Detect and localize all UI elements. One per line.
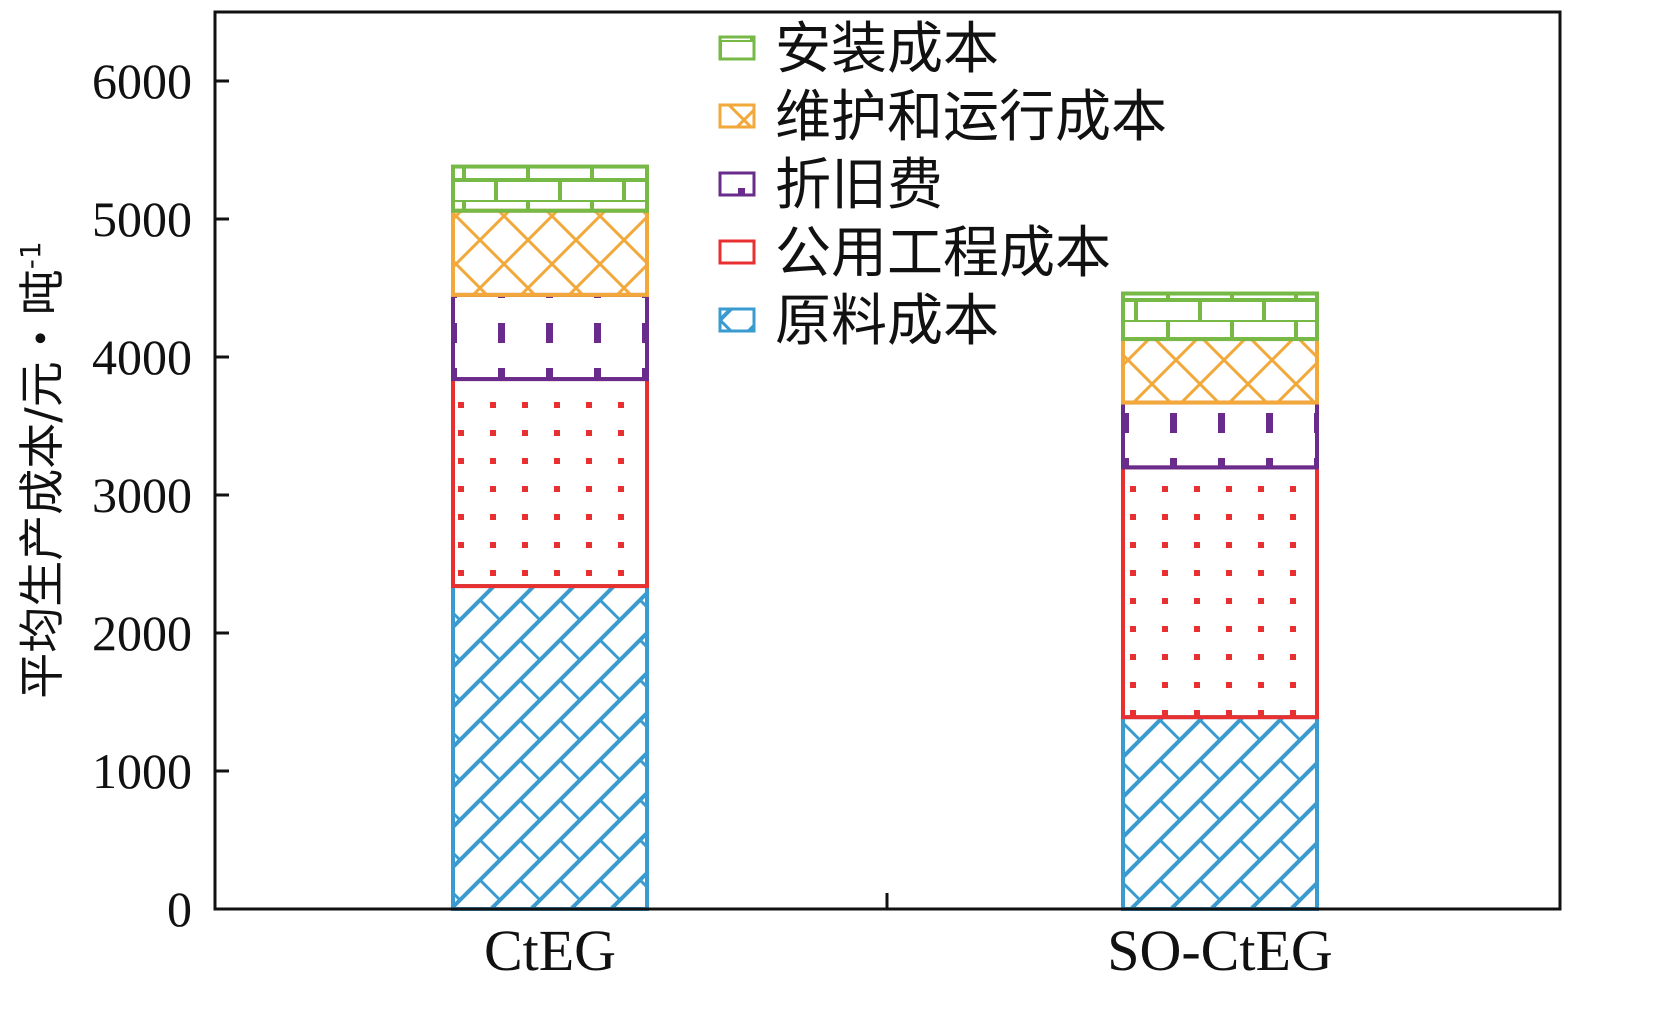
y-tick-label: 4000 (92, 329, 192, 385)
y-axis-title-text: 平均生产成本/元・吨 (15, 269, 69, 699)
bar-segment (1121, 337, 1319, 405)
y-axis-title-superscript: -1 (14, 241, 47, 269)
bars-group (451, 164, 1319, 912)
y-tick-label: 3000 (92, 467, 192, 523)
bar-segment (451, 164, 649, 213)
y-tick-label: 5000 (92, 191, 192, 247)
x-axis-labels: CtEG SO-CtEG (484, 918, 1333, 983)
legend-label: 公用工程成本 (775, 221, 1111, 286)
y-tick-label: 1000 (92, 743, 192, 799)
y-axis-title: 平均生产成本/元・吨-1 (14, 241, 69, 698)
legend-swatch (718, 239, 756, 265)
y-tick-label: 6000 (92, 53, 192, 109)
legend-label: 原料成本 (775, 289, 999, 354)
bar-segment (451, 377, 649, 589)
bar-segment (1121, 400, 1319, 470)
bar-segment (451, 292, 649, 382)
legend-label: 折旧费 (775, 153, 943, 218)
x-category-label: SO-CtEG (1107, 918, 1333, 983)
legend-swatch (718, 35, 756, 61)
bar-segment (1121, 291, 1319, 342)
bar-segment (451, 208, 649, 297)
legend-swatch (718, 171, 756, 197)
x-category-label: CtEG (484, 918, 616, 983)
bar-segment (1121, 465, 1319, 720)
legend-swatch (718, 103, 756, 129)
y-tick-label: 0 (167, 881, 192, 937)
bar-segment (451, 584, 649, 912)
plot-frame (213, 10, 1562, 911)
y-tick-label: 2000 (92, 605, 192, 661)
y-axis-label: 平均生产成本/元・吨-1 (14, 241, 69, 698)
legend-label: 安装成本 (775, 17, 999, 82)
legend-swatch (718, 307, 756, 333)
bar-segment (1121, 715, 1319, 911)
legend-label: 维护和运行成本 (775, 85, 1167, 150)
y-axis-ticks: 0 1000 2000 3000 4000 5000 6000 (92, 53, 229, 937)
